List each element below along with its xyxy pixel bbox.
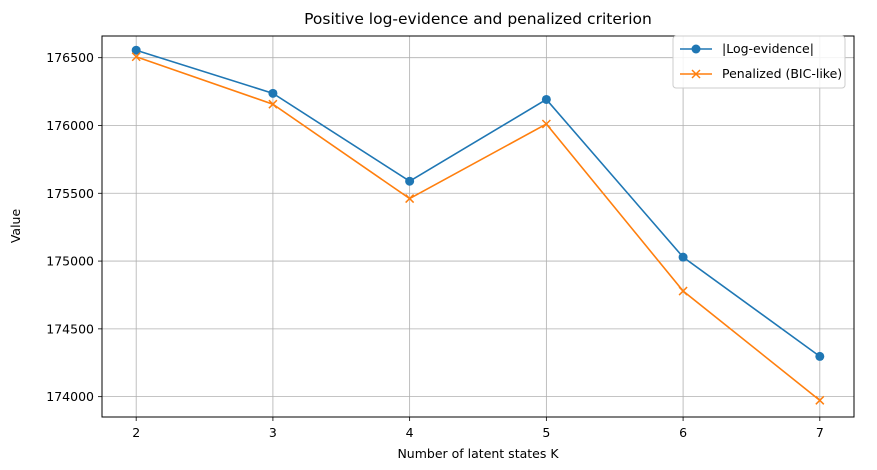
data-point-penalized bbox=[131, 52, 141, 62]
data-point-penalized bbox=[268, 99, 278, 109]
data-point-log-evidence bbox=[815, 351, 825, 361]
x-tick-label: 2 bbox=[132, 425, 140, 440]
y-tick-label: 174500 bbox=[46, 321, 94, 336]
legend-marker-penalized bbox=[691, 69, 701, 79]
legend-label-penalized: Penalized (BIC-like) bbox=[722, 66, 842, 81]
y-tick-label: 175000 bbox=[46, 254, 94, 269]
data-point-log-evidence bbox=[131, 45, 141, 55]
x-tick-label: 4 bbox=[406, 425, 414, 440]
x-axis-label: Number of latent states K bbox=[397, 446, 559, 461]
chart-title: Positive log-evidence and penalized crit… bbox=[304, 10, 652, 28]
legend-label-log-evidence: |Log-evidence| bbox=[722, 41, 814, 56]
data-point-penalized bbox=[541, 119, 551, 129]
data-point-penalized bbox=[678, 286, 688, 296]
grid bbox=[102, 36, 854, 417]
y-tick-label: 176500 bbox=[46, 50, 94, 65]
data-point-penalized bbox=[405, 194, 415, 204]
y-axis-label: Value bbox=[8, 209, 23, 244]
legend-box bbox=[672, 35, 846, 89]
y-tick-label: 176000 bbox=[46, 118, 94, 133]
series-layer bbox=[131, 45, 825, 405]
data-point-log-evidence bbox=[541, 94, 551, 104]
series-line-log-evidence bbox=[135, 49, 821, 358]
legend-marker-log-evidence bbox=[691, 44, 701, 54]
series-line-penalized bbox=[135, 55, 821, 401]
data-point-penalized bbox=[815, 395, 825, 405]
data-point-log-evidence bbox=[678, 252, 688, 262]
plot-area-frame bbox=[101, 35, 855, 418]
x-tick-label: 6 bbox=[679, 425, 687, 440]
x-tick-label: 5 bbox=[542, 425, 550, 440]
data-point-log-evidence bbox=[405, 176, 415, 186]
data-point-log-evidence bbox=[268, 88, 278, 98]
y-axis-ticks: 174000 174500 175000 175500 176000 176500 bbox=[46, 50, 102, 404]
legend: |Log-evidence| Penalized (BIC-like) bbox=[672, 35, 846, 89]
x-axis-ticks: 2 3 4 5 6 7 bbox=[132, 417, 824, 440]
x-tick-label: 3 bbox=[269, 425, 277, 440]
y-tick-label: 174000 bbox=[46, 389, 94, 404]
x-tick-label: 7 bbox=[816, 425, 824, 440]
y-tick-label: 175500 bbox=[46, 186, 94, 201]
